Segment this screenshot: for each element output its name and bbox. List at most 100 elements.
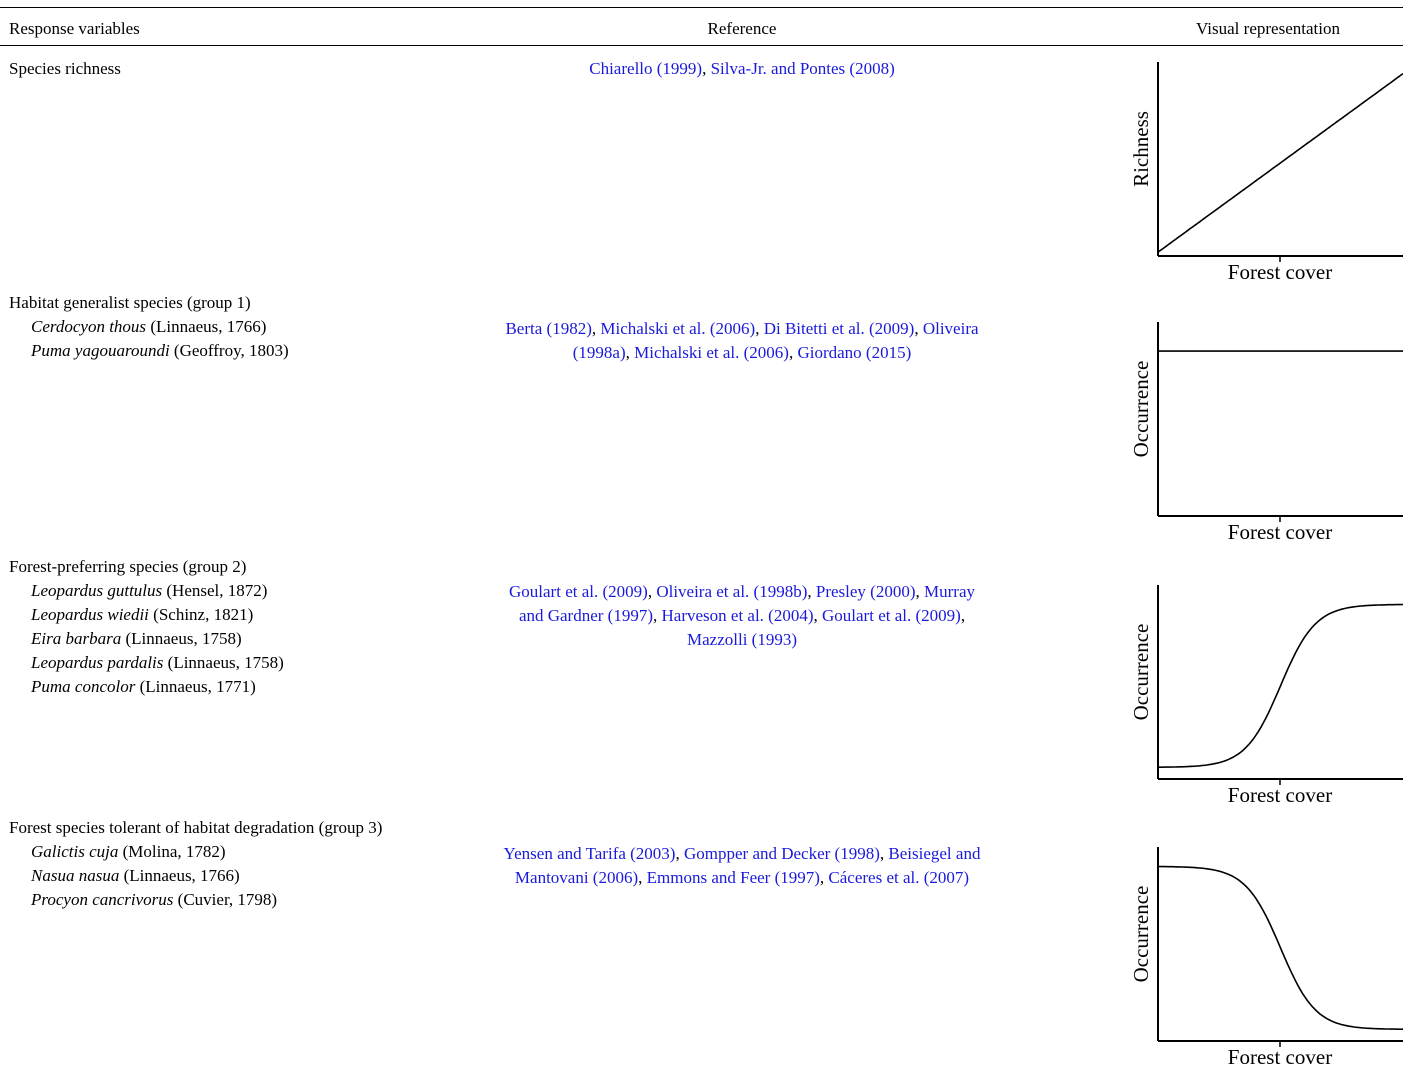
citation-separator: , (819, 868, 829, 887)
species-name: Puma yagouaroundi (31, 341, 170, 360)
reference-line: Mantovani (2006), Emmons and Feer (1997)… (442, 866, 1042, 890)
citation-separator: , (591, 319, 601, 338)
reference-line: Goulart et al. (2009), Oliveira et al. (… (442, 580, 1042, 604)
table-row: Habitat generalist species (group 1) Cerd… (9, 291, 289, 363)
response-plot: Occurrence Forest cover (1120, 579, 1403, 811)
species-name: Leopardus guttulus (31, 581, 163, 600)
citation-link[interactable]: Cáceres et al. (2007) (828, 868, 970, 887)
species-entry: Leopardus guttulus (Hensel, 1872) (9, 579, 284, 603)
response-variable-title: Forest species tolerant of habitat degra… (9, 818, 383, 837)
citation-separator: , (807, 582, 816, 601)
response-curve-plot: Occurrence Forest cover (1129, 322, 1403, 544)
citation-link[interactable]: Mazzolli (1993) (687, 630, 797, 649)
citation-link[interactable]: Michalski et al. (2006) (634, 343, 789, 362)
citation-link[interactable]: Berta (1982) (505, 319, 592, 338)
response-curve (1157, 865, 1403, 1030)
citation-link[interactable]: Di Bitetti et al. (2009) (763, 319, 915, 338)
reference-cell: Berta (1982), Michalski et al. (2006), D… (442, 317, 1042, 365)
reference-line: (1998a), Michalski et al. (2006), Giorda… (442, 341, 1042, 365)
citation-link[interactable]: Oliveira et al. (1998b) (656, 582, 808, 601)
citation-link[interactable]: Yensen and Tarifa (2003) (503, 844, 676, 863)
species-entry: Puma concolor (Linnaeus, 1771) (9, 675, 284, 699)
response-curve-plot: Richness Forest cover (1129, 62, 1403, 284)
response-plot: Occurrence Forest cover (1120, 841, 1403, 1073)
y-axis-label: Occurrence (1129, 361, 1153, 458)
response-curve (1157, 72, 1403, 253)
response-curve (1158, 603, 1403, 768)
response-plot: Richness Forest cover (1120, 56, 1403, 288)
x-axis-label: Forest cover (1228, 783, 1332, 807)
citation-separator: , (879, 844, 889, 863)
reference-cell: Chiarello (1999), Silva-Jr. and Pontes (… (442, 57, 1042, 81)
x-axis-label: Forest cover (1228, 260, 1332, 284)
species-entry: Nasua nasua (Linnaeus, 1766) (9, 864, 382, 888)
table-row: Forest-preferring species (group 2) Leopa… (9, 555, 284, 699)
citation-link[interactable]: (1998a) (572, 343, 626, 362)
y-axis-label: Richness (1129, 111, 1153, 187)
citation-link[interactable]: Silva-Jr. and Pontes (2008) (710, 59, 895, 78)
species-authority: (Molina, 1782) (118, 842, 226, 861)
species-authority: (Hensel, 1872) (162, 581, 268, 600)
citation-link[interactable]: and Gardner (1997) (518, 606, 653, 625)
species-name: Cerdocyon thous (31, 317, 147, 336)
citation-separator: , (755, 319, 764, 338)
citation-separator: , (647, 582, 657, 601)
species-authority: (Cuvier, 1798) (173, 890, 278, 909)
citation-separator: , (625, 343, 635, 362)
citation-link[interactable]: Murray (924, 582, 975, 601)
x-axis-label: Forest cover (1228, 1045, 1332, 1069)
citation-link[interactable]: Emmons and Feer (1997) (646, 868, 820, 887)
citation-link[interactable]: Oliveira (922, 319, 979, 338)
citation-separator: , (813, 606, 823, 625)
citation-separator: , (653, 606, 662, 625)
reference-line: Berta (1982), Michalski et al. (2006), D… (442, 317, 1042, 341)
response-variable-title: Species richness (9, 59, 121, 78)
species-name: Leopardus wiedii (31, 605, 149, 624)
species-authority: (Linnaeus, 1771) (135, 677, 256, 696)
header-visual-representation: Visual representation (1196, 19, 1340, 38)
response-variable-title: Forest-preferring species (group 2) (9, 557, 247, 576)
citation-link[interactable]: Michalski et al. (2006) (600, 319, 756, 338)
response-variable-title: Habitat generalist species (group 1) (9, 293, 251, 312)
species-name: Nasua nasua (31, 866, 120, 885)
y-axis-label: Occurrence (1129, 624, 1153, 721)
species-authority: (Linnaeus, 1766) (119, 866, 240, 885)
species-entry: Galictis cuja (Molina, 1782) (9, 840, 382, 864)
citation-link[interactable]: Goulart et al. (2009) (822, 606, 961, 625)
y-axis-label: Occurrence (1129, 886, 1153, 983)
species-authority: (Geoffroy, 1803) (169, 341, 289, 360)
species-authority: (Schinz, 1821) (148, 605, 254, 624)
species-name: Galictis cuja (31, 842, 119, 861)
reference-line: Chiarello (1999), Silva-Jr. and Pontes (… (442, 57, 1042, 81)
table-row: Species richness (9, 57, 121, 81)
response-plot: Occurrence Forest cover (1120, 316, 1403, 548)
table-top-rule (0, 7, 1403, 8)
species-name: Eira barbara (31, 629, 122, 648)
citation-link[interactable]: Chiarello (1999) (589, 59, 703, 78)
citation-link[interactable]: Gompper and Decker (1998) (683, 844, 880, 863)
citation-link[interactable]: Mantovani (2006) (514, 868, 639, 887)
citation-separator: , (702, 59, 711, 78)
species-entry: Leopardus pardalis (Linnaeus, 1758) (9, 651, 284, 675)
reference-cell: Goulart et al. (2009), Oliveira et al. (… (442, 580, 1042, 652)
species-name: Procyon cancrivorus (31, 890, 174, 909)
species-authority: (Linnaeus, 1758) (163, 653, 284, 672)
header-response-variables: Response variables (9, 19, 140, 38)
citation-link[interactable]: Harveson et al. (2004) (661, 606, 814, 625)
citation-link[interactable]: Presley (2000) (815, 582, 916, 601)
citation-separator: , (638, 868, 647, 887)
species-entry: Cerdocyon thous (Linnaeus, 1766) (9, 315, 289, 339)
species-entry: Puma yagouaroundi (Geoffroy, 1803) (9, 339, 289, 363)
header-bottom-rule (0, 45, 1403, 46)
citation-separator: , (960, 606, 966, 625)
citation-link[interactable]: Beisiegel and (888, 844, 981, 863)
species-authority: (Linnaeus, 1766) (146, 317, 267, 336)
species-authority: (Linnaeus, 1758) (121, 629, 242, 648)
citation-separator: , (788, 343, 798, 362)
citation-link[interactable]: Giordano (2015) (797, 343, 912, 362)
response-curve-plot: Occurrence Forest cover (1129, 847, 1403, 1069)
species-name: Puma concolor (31, 677, 136, 696)
citation-link[interactable]: Goulart et al. (2009) (509, 582, 648, 601)
citation-separator: , (914, 319, 923, 338)
header-reference: Reference (707, 19, 777, 38)
